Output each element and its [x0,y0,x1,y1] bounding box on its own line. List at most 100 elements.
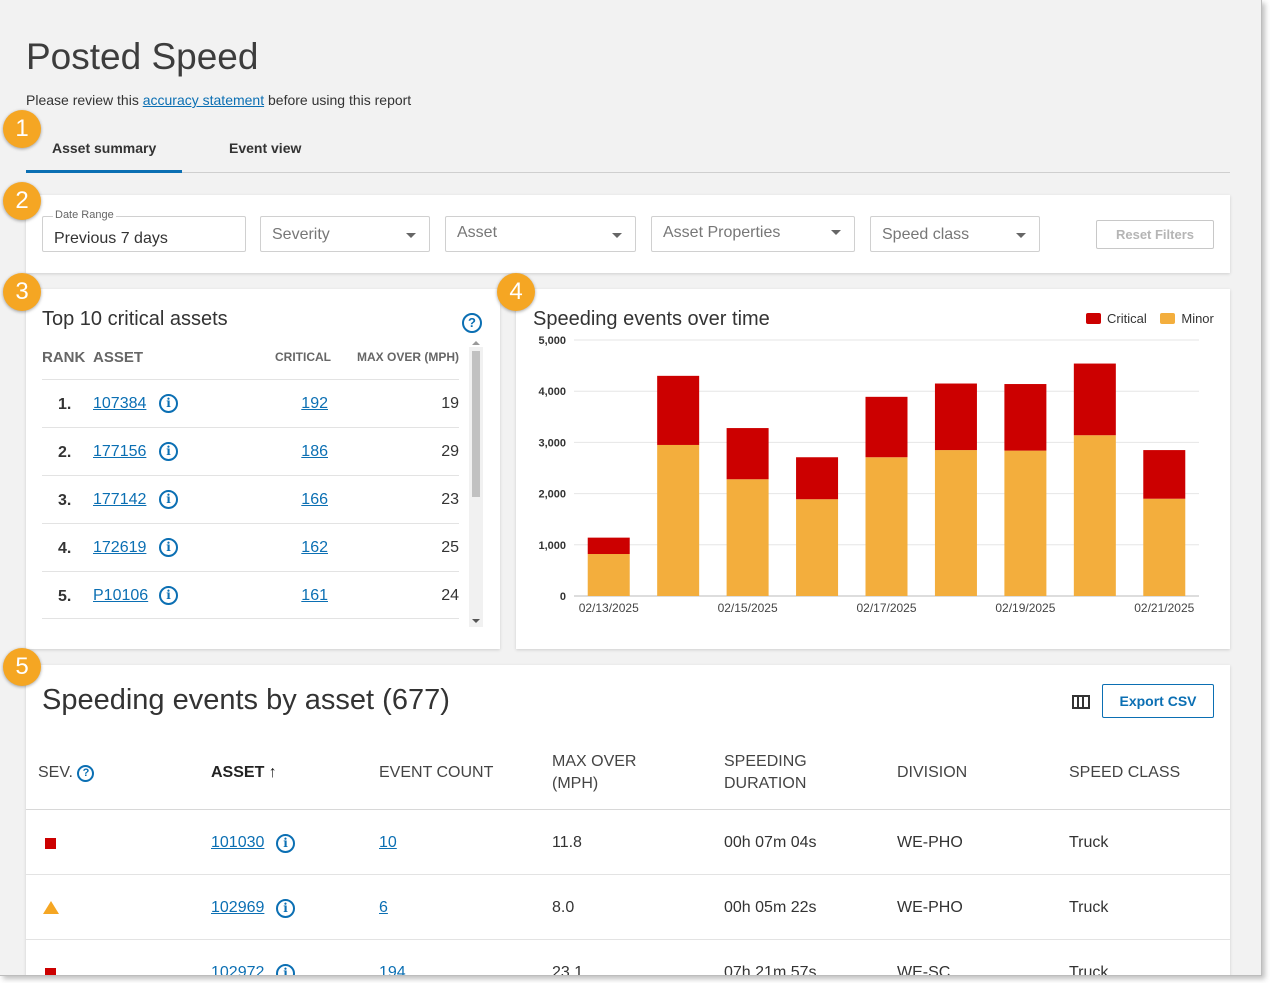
accuracy-suffix: before using this report [264,92,412,108]
bar-critical [726,428,769,480]
event-count-link[interactable]: 10 [379,834,397,851]
table-header-divider [26,809,1230,810]
info-icon[interactable]: i [276,964,295,975]
speed-class-cell: Truck [1069,834,1109,851]
reset-filters-button[interactable]: Reset Filters [1096,220,1214,249]
scrollbar-thumb[interactable] [472,351,480,497]
bar-minor [726,479,769,596]
rank-number: 1. [58,396,72,413]
info-icon[interactable]: i [159,538,178,557]
critical-count-link[interactable]: 162 [301,539,328,556]
bar-critical [865,396,908,458]
event-count-link[interactable]: 194 [379,964,406,976]
duration-cell: 00h 05m 22s [724,899,817,916]
max-over-value: 23 [441,491,459,508]
x-tick-label: 02/13/2025 [579,601,639,615]
asset-column-header[interactable]: ASSET ↑ [211,762,277,784]
bar-critical [934,383,977,451]
asset-link[interactable]: 102969 [211,899,265,916]
critical-severity-icon [45,838,56,849]
info-icon[interactable]: i [159,586,178,605]
asset-link[interactable]: 177156 [93,443,147,460]
callout-badge-5: 5 [3,648,41,686]
critical-severity-icon [45,968,56,975]
legend-label-critical: Critical [1107,311,1147,326]
callout-badge-3: 3 [3,273,41,311]
top-assets-card: Top 10 critical assets ? RANK ASSET CRIT… [26,289,500,649]
event-count-link[interactable]: 6 [379,899,388,916]
critical-count-link[interactable]: 186 [301,443,328,460]
speed-class-dropdown[interactable]: Speed class [870,216,1040,252]
scroll-up-arrow-icon[interactable] [472,341,480,345]
event-count-column-header[interactable]: EVENT COUNT [379,764,494,781]
info-icon[interactable]: i [276,834,295,853]
speeding-duration-column-header[interactable]: SPEEDING DURATION [724,751,807,795]
asset-dropdown[interactable]: Asset [445,216,636,252]
top-assets-title: Top 10 critical assets [42,308,228,330]
max-over-value: 25 [441,539,459,556]
table-row[interactable]: 102969 i 6 8.0 00h 05m 22s WE-PHO Truck [26,875,1230,940]
speed-class-cell: Truck [1069,964,1109,976]
table-title: Speeding events by asset (677) [42,684,450,716]
legend-swatch-critical [1086,313,1101,324]
max-over-value: 24 [441,587,459,604]
asset-link[interactable]: 101030 [211,834,265,851]
division-cell: WE-SC [897,964,951,976]
callout-badge-2: 2 [3,182,41,220]
bar-minor [796,499,839,596]
list-item: 4. 172619 i 162 25 [42,523,459,571]
y-tick-label: 0 [560,591,566,603]
severity-placeholder: Severity [272,226,330,243]
bar-minor [587,554,630,596]
y-tick-label: 1,000 [538,540,566,552]
list-scrollbar[interactable] [469,341,483,627]
y-tick-label: 4,000 [538,386,566,398]
asset-link[interactable]: 102972 [211,964,265,976]
info-icon[interactable]: i [159,490,178,509]
asset-link[interactable]: 172619 [93,539,147,556]
tab-event-view[interactable]: Event view [229,140,302,156]
asset-header-label: ASSET [211,764,265,781]
critical-count-link[interactable]: 192 [301,395,328,412]
info-icon[interactable]: i [159,394,178,413]
critical-header: CRITICAL [275,350,331,364]
division-cell: WE-PHO [897,899,963,916]
max-over-column-header[interactable]: MAX OVER (MPH) [552,751,636,795]
legend-item-critical[interactable]: Critical [1086,311,1147,326]
division-column-header[interactable]: DIVISION [897,764,968,781]
asset-properties-placeholder: Asset Properties [663,224,781,241]
table-row[interactable]: 102972 i 194 23.1 07h 21m 57s WE-SC Truc… [26,940,1230,976]
filter-bar: Date Range Previous 7 days Severity Asse… [26,195,1230,273]
accuracy-statement-link[interactable]: accuracy statement [142,92,265,108]
critical-count-link[interactable]: 161 [301,587,328,604]
asset-properties-dropdown[interactable]: Asset Properties [651,216,855,252]
tab-asset-summary[interactable]: Asset summary [25,140,183,173]
scroll-down-arrow-icon[interactable] [472,619,480,623]
chevron-down-icon [406,233,416,238]
date-range-filter[interactable]: Date Range Previous 7 days [42,209,246,252]
sev-column-header[interactable]: SEV. ? [38,762,95,784]
columns-icon[interactable] [1072,695,1090,709]
max-over-cell: 8.0 [552,899,575,916]
severity-dropdown[interactable]: Severity [260,216,430,252]
duration-header-line2: DURATION [724,775,807,792]
legend-item-minor[interactable]: Minor [1160,311,1214,326]
table-row[interactable]: 101030 i 10 11.8 00h 07m 04s WE-PHO Truc… [26,810,1230,875]
accuracy-notice: Please review this accuracy statement be… [26,92,411,108]
info-icon[interactable]: i [276,899,295,918]
asset-link[interactable]: P10106 [93,587,149,604]
asset-link[interactable]: 107384 [93,395,147,412]
info-icon[interactable]: i [159,442,178,461]
sev-header-label: SEV. [38,764,73,781]
bar-minor [657,444,700,596]
critical-count-link[interactable]: 166 [301,491,328,508]
export-csv-button[interactable]: Export CSV [1102,684,1214,718]
bar-minor [1004,450,1047,596]
question-circle-icon[interactable]: ? [462,313,482,333]
question-circle-icon[interactable]: ? [77,765,95,782]
asset-link[interactable]: 177142 [93,491,147,508]
rank-number: 2. [58,444,72,461]
x-tick-label: 02/21/2025 [1134,601,1194,615]
speed-class-column-header[interactable]: SPEED CLASS [1069,764,1181,781]
bar-minor [934,450,977,596]
